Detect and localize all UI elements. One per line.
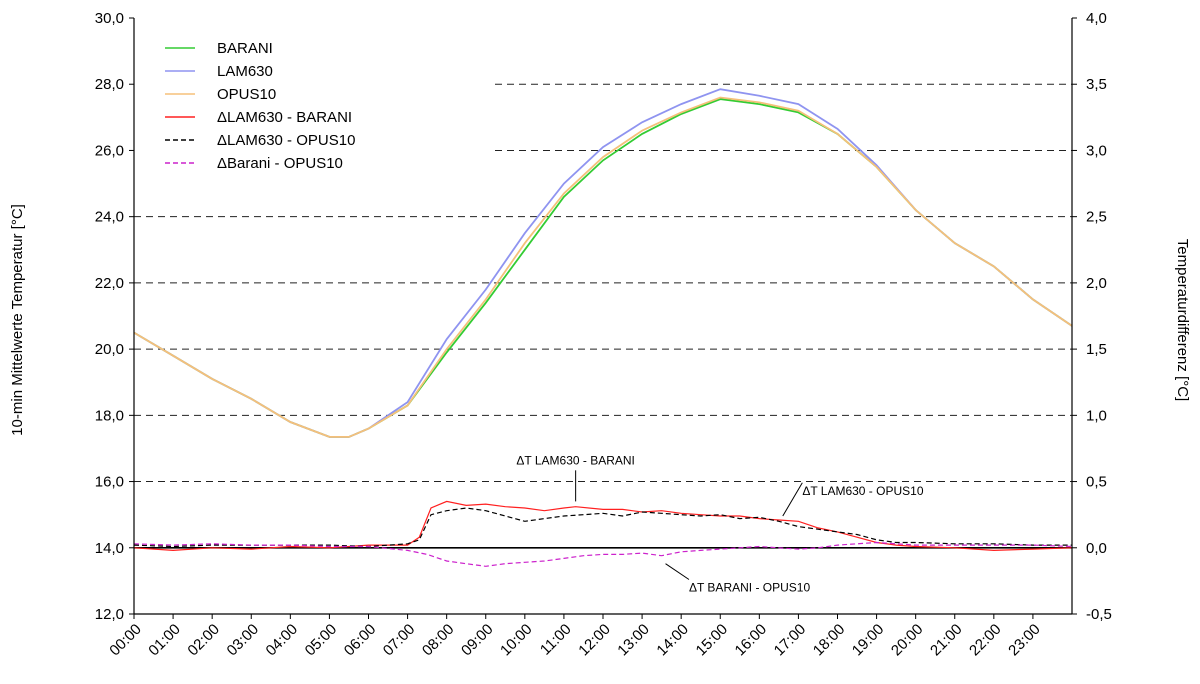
legend-label: BARANI	[217, 40, 273, 57]
x-tick-label: 15:00	[693, 621, 732, 660]
annotation-label: ΔT LAM630 - BARANI	[516, 453, 635, 467]
x-tick-label: 07:00	[380, 621, 419, 660]
annotations: ΔT LAM630 - BARANI ΔT LAM630 - OPUS10 ΔT B…	[516, 453, 923, 594]
series-line-1	[133, 98, 1073, 438]
legend-label: ΔLAM630 - OPUS10	[217, 132, 355, 149]
series-line-4	[133, 500, 1073, 552]
y-right-tick-label: 1,5	[1086, 341, 1107, 358]
series-layer	[133, 88, 1073, 567]
series-line-6	[133, 541, 1073, 567]
annotation-label: ΔT BARANI - OPUS10	[689, 580, 810, 594]
y-right-tick-label: 0,5	[1086, 474, 1107, 491]
x-tick-label: 14:00	[653, 621, 692, 660]
x-tick-label: 09:00	[458, 621, 497, 660]
y-left-tick-label: 28,0	[95, 76, 124, 93]
y-right-tick-label: 3,5	[1086, 76, 1107, 93]
y-right-tick-label: 1,0	[1086, 407, 1107, 424]
series-line-3	[133, 96, 1073, 438]
y-left-tick-label: 24,0	[95, 209, 124, 226]
annotation-label: ΔT LAM630 - OPUS10	[802, 484, 924, 498]
series-line-5	[133, 507, 1072, 548]
x-tick-label: 06:00	[341, 621, 380, 660]
x-tick-label: 04:00	[263, 621, 302, 660]
legend: BARANI LAM630 OPUS10 ΔLAM630 - BARANI ΔLAM63…	[165, 40, 355, 172]
y-left-tick-label: 30,0	[95, 10, 124, 27]
y-right-tick-label: -0,5	[1086, 606, 1112, 623]
x-tick-label: 23:00	[1005, 621, 1044, 660]
x-tick-label: 18:00	[810, 621, 849, 660]
x-tick-label: 19:00	[849, 621, 888, 660]
legend-label: ΔBarani - OPUS10	[217, 155, 343, 172]
y-right-tick-label: 2,0	[1086, 275, 1107, 292]
legend-label: OPUS10	[217, 86, 276, 103]
y-left-tick-label: 26,0	[95, 142, 124, 159]
x-tick-label: 11:00	[537, 621, 575, 659]
y-left-tick-label: 12,0	[95, 606, 124, 623]
legend-label: ΔLAM630 - BARANI	[217, 109, 352, 126]
x-tick-label: 13:00	[614, 621, 653, 660]
axes	[133, 18, 1073, 615]
annotation-pointer	[782, 482, 803, 517]
y-left-axis-title: 10-min Mittelwerte Temperatur [°C]	[9, 204, 26, 436]
y-right-axis-title: Temperaturdifferenz [°C]	[1174, 239, 1191, 401]
x-tick-label: 02:00	[184, 621, 223, 660]
x-tick-label: 17:00	[771, 621, 810, 660]
x-tick-label: 20:00	[888, 621, 927, 660]
x-tick-label: 12:00	[575, 621, 614, 660]
legend-label: LAM630	[217, 63, 273, 80]
tick-labels: 30,0 28,0 26,0 24,0 22,0 20,0 18,0 16,0 14,0 12,0…	[95, 10, 1112, 659]
y-left-tick-label: 14,0	[95, 540, 124, 557]
y-left-tick-label: 18,0	[95, 407, 124, 424]
x-tick-label: 05:00	[302, 621, 341, 660]
x-tick-label: 00:00	[106, 621, 145, 660]
x-tick-label: 10:00	[497, 621, 536, 660]
y-left-tick-label: 22,0	[95, 275, 124, 292]
x-tick-label: 01:00	[145, 621, 184, 660]
x-tick-label: 21:00	[927, 621, 966, 660]
y-right-tick-label: 0,0	[1086, 540, 1107, 557]
y-right-tick-label: 3,0	[1086, 142, 1107, 159]
x-tick-label: 22:00	[966, 621, 1005, 660]
y-right-tick-label: 2,5	[1086, 209, 1107, 226]
grid-lines	[134, 83, 1072, 483]
x-tick-label: 08:00	[419, 621, 458, 660]
annotation-pointer	[665, 563, 690, 580]
y-left-tick-label: 16,0	[95, 474, 124, 491]
y-right-tick-label: 4,0	[1086, 10, 1107, 27]
x-tick-label: 03:00	[224, 621, 263, 660]
y-left-tick-label: 20,0	[95, 341, 124, 358]
x-tick-label: 16:00	[732, 621, 771, 660]
